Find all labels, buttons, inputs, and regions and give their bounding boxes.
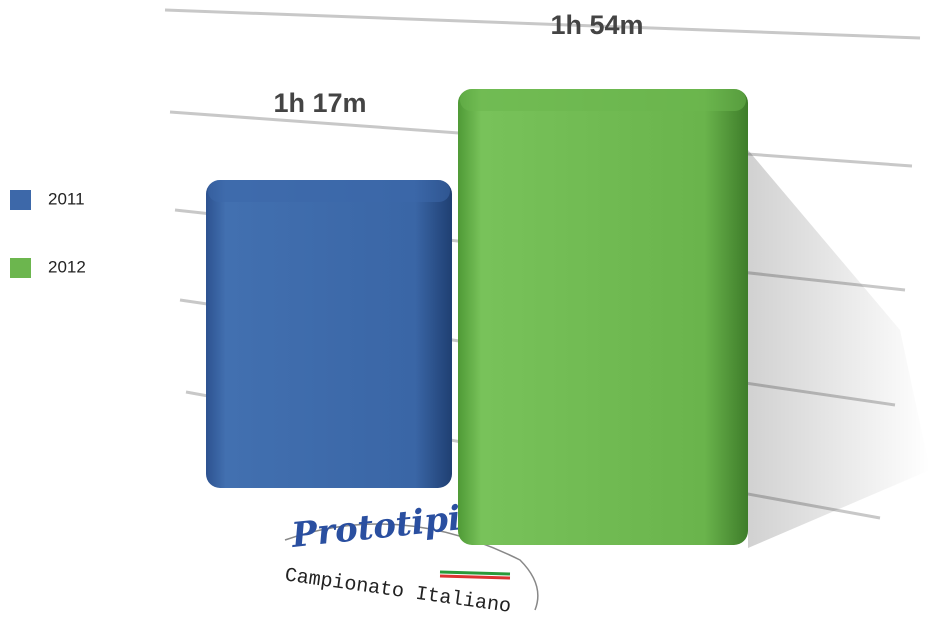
legend-swatch bbox=[10, 190, 31, 210]
grid-line bbox=[164, 8, 921, 40]
value-label: 1h 17m bbox=[273, 88, 366, 118]
logo-name: Prototipi bbox=[289, 498, 463, 556]
bar-top bbox=[460, 89, 746, 111]
value-label: 1h 54m bbox=[550, 10, 643, 40]
bar bbox=[206, 180, 452, 488]
legend-label: 2011 bbox=[48, 189, 85, 208]
bar-shadow bbox=[748, 150, 930, 548]
logo-stripe bbox=[439, 574, 511, 580]
bar bbox=[458, 89, 748, 545]
legend-swatch bbox=[10, 258, 31, 278]
logo-stripe bbox=[439, 570, 511, 576]
legend-label: 2012 bbox=[48, 257, 86, 276]
bar-top bbox=[208, 180, 450, 202]
